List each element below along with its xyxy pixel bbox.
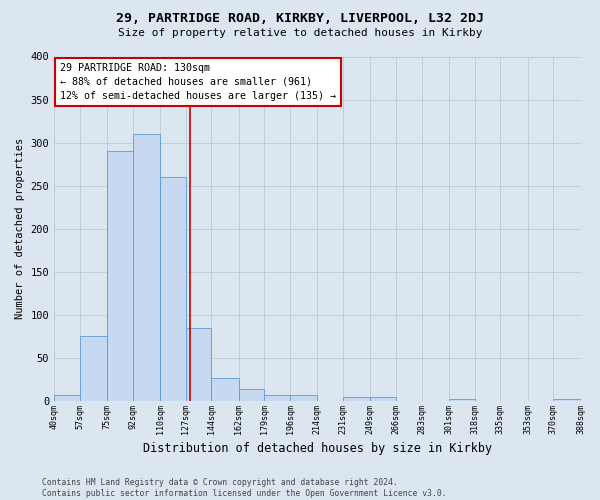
Bar bbox=[80, 336, 107, 401]
Bar bbox=[186, 328, 211, 401]
Bar bbox=[211, 378, 239, 401]
Bar bbox=[290, 395, 317, 401]
Bar bbox=[160, 177, 186, 401]
X-axis label: Distribution of detached houses by size in Kirkby: Distribution of detached houses by size … bbox=[143, 442, 492, 455]
Bar bbox=[107, 151, 133, 401]
Bar bbox=[54, 395, 80, 401]
Bar bbox=[449, 399, 475, 401]
Text: 29, PARTRIDGE ROAD, KIRKBY, LIVERPOOL, L32 2DJ: 29, PARTRIDGE ROAD, KIRKBY, LIVERPOOL, L… bbox=[116, 12, 484, 26]
Text: Size of property relative to detached houses in Kirkby: Size of property relative to detached ho… bbox=[118, 28, 482, 38]
Bar bbox=[265, 395, 290, 401]
Bar bbox=[133, 134, 160, 401]
Bar bbox=[370, 398, 396, 401]
Bar bbox=[343, 398, 370, 401]
Y-axis label: Number of detached properties: Number of detached properties bbox=[15, 138, 25, 320]
Text: 29 PARTRIDGE ROAD: 130sqm
← 88% of detached houses are smaller (961)
12% of semi: 29 PARTRIDGE ROAD: 130sqm ← 88% of detac… bbox=[60, 62, 336, 100]
Bar bbox=[239, 389, 265, 401]
Bar bbox=[553, 399, 581, 401]
Text: Contains HM Land Registry data © Crown copyright and database right 2024.
Contai: Contains HM Land Registry data © Crown c… bbox=[42, 478, 446, 498]
